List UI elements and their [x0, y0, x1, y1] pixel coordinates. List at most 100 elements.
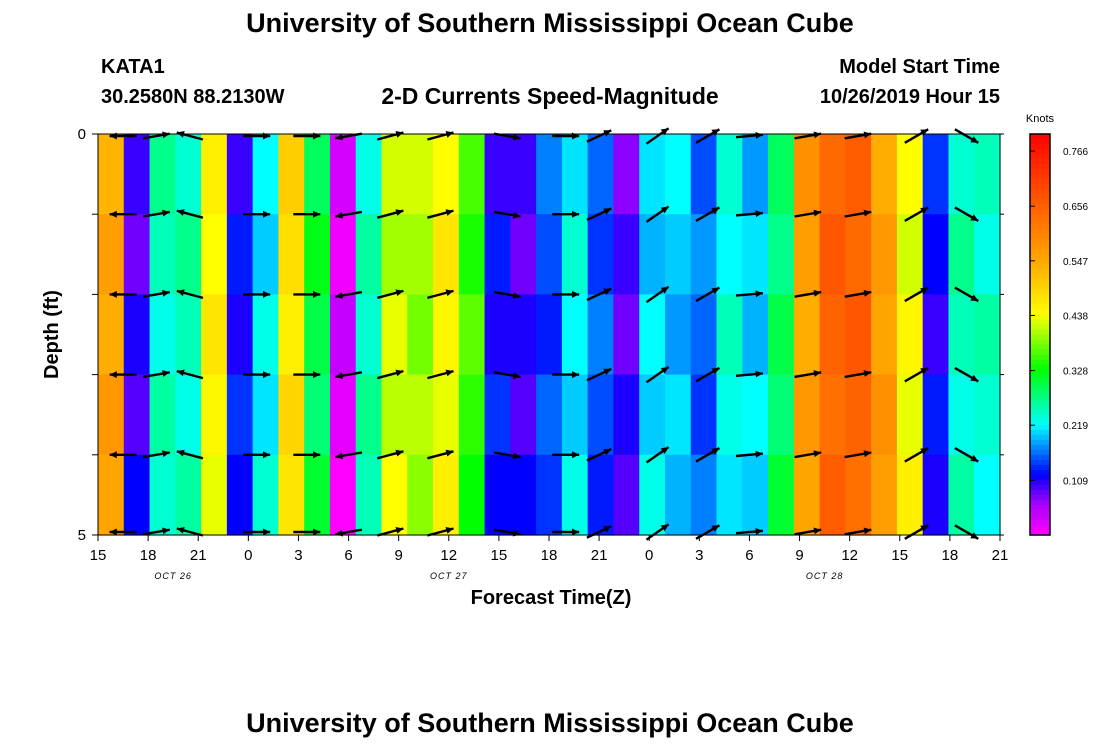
heatmap-cell — [536, 294, 563, 376]
current-arrow — [695, 206, 720, 222]
heatmap-cell — [510, 374, 537, 456]
heatmap-cell — [639, 294, 666, 376]
heatmap-cell — [664, 374, 692, 456]
arrow-head — [813, 289, 822, 297]
colorbar-segment — [1030, 429, 1050, 436]
heatmap-cell — [742, 134, 769, 215]
heatmap-cell — [845, 454, 872, 536]
heatmap-cell — [433, 294, 460, 376]
arrow-head — [445, 209, 454, 216]
colorbar-segment — [1030, 159, 1050, 165]
arrow-head — [263, 371, 271, 379]
arrow-head — [660, 524, 669, 532]
current-arrow — [109, 210, 137, 218]
colorbar-segment — [1030, 459, 1050, 466]
x-tick-label: 21 — [591, 547, 608, 564]
heatmap-cell — [716, 134, 743, 215]
current-arrow — [376, 209, 404, 219]
heatmap-cell — [536, 214, 563, 295]
colorbar-tick-label: 0.328 — [1063, 367, 1088, 378]
model-start-value: 10/26/2019 Hour 15 — [819, 86, 1000, 108]
current-arrow — [794, 450, 822, 459]
heatmap-cell — [175, 294, 202, 376]
current-arrow — [844, 450, 872, 459]
colorbar-units: Knots — [1026, 113, 1055, 125]
current-arrow — [142, 370, 171, 379]
heatmap-cell — [201, 294, 228, 376]
heatmap-cell — [433, 454, 460, 536]
current-arrow — [586, 287, 612, 302]
colorbar-segment — [1030, 164, 1050, 170]
heatmap-cell — [819, 374, 846, 456]
arrow-head — [863, 450, 872, 458]
arrow-head — [512, 133, 521, 141]
current-arrow — [335, 451, 363, 460]
main-title: University of Southern Mississippi Ocean… — [246, 8, 854, 38]
heatmap-cell — [561, 214, 589, 295]
heatmap-cell — [690, 454, 718, 536]
arrow-head — [313, 210, 321, 218]
heatmap-cell — [123, 294, 151, 376]
current-arrow — [645, 205, 670, 223]
current-arrow — [904, 366, 929, 383]
colorbar-segment — [1030, 489, 1050, 496]
heatmap-cell — [201, 134, 228, 215]
footer-title: University of Southern Mississippi Ocean… — [246, 708, 854, 738]
heatmap-cell — [793, 454, 821, 536]
colorbar-segment — [1030, 449, 1050, 456]
heatmap-cell — [871, 214, 898, 295]
colorbar-segment — [1030, 364, 1050, 371]
heatmap-cell — [690, 374, 718, 456]
colorbar-segment — [1030, 204, 1050, 210]
x-tick-label: 21 — [190, 547, 207, 564]
heatmap-cell — [561, 374, 589, 456]
arrow-head — [755, 132, 763, 139]
heatmap-cell — [793, 294, 821, 376]
colorbar-segment — [1030, 299, 1050, 306]
current-arrow — [243, 371, 271, 379]
colorbar-segment — [1030, 524, 1050, 531]
arrow-head — [335, 372, 343, 380]
colorbar-segment — [1030, 274, 1050, 280]
heatmap-cell — [149, 374, 176, 456]
heatmap-cell — [587, 374, 615, 456]
colorbar-segment — [1030, 529, 1050, 536]
arrow-head — [313, 371, 321, 379]
colorbar-segment — [1030, 279, 1050, 285]
heatmap-cell — [742, 294, 769, 376]
current-arrow — [176, 289, 204, 300]
arrow-head — [813, 450, 822, 458]
heatmap-cell — [974, 134, 1001, 215]
heatmap-cell — [871, 294, 898, 376]
arrow-head — [263, 132, 271, 140]
current-arrow — [376, 289, 404, 300]
heatmap-cell — [278, 294, 305, 376]
heatmap-cell — [768, 134, 795, 215]
arrow-head — [813, 527, 822, 535]
heatmap-cell — [510, 134, 537, 215]
current-arrow — [552, 528, 580, 536]
colorbar-segment — [1030, 334, 1050, 341]
current-arrow — [176, 131, 204, 141]
current-arrow — [427, 209, 454, 219]
arrow-head — [176, 527, 185, 534]
arrow-head — [572, 290, 580, 298]
heatmap-cell — [149, 214, 176, 295]
arrow-head — [920, 287, 929, 295]
current-arrow — [844, 209, 872, 218]
x-tick-label: 15 — [891, 547, 908, 564]
colorbar-segment — [1030, 514, 1050, 521]
arrow-head — [920, 367, 929, 375]
heatmap-cell — [329, 454, 357, 536]
heatmap-cell — [123, 374, 151, 456]
current-arrow — [586, 448, 612, 462]
arrow-head — [660, 128, 669, 136]
x-tick-label: 18 — [140, 547, 157, 564]
current-arrow — [427, 289, 454, 300]
arrow-head — [660, 366, 669, 374]
current-arrow — [552, 290, 580, 298]
heatmap-cell — [948, 454, 975, 536]
heatmap-cell — [845, 374, 872, 456]
arrow-head — [335, 133, 343, 141]
current-arrow — [844, 527, 872, 536]
